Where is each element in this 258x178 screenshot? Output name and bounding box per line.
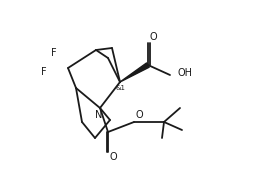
- Text: O: O: [135, 110, 143, 120]
- Polygon shape: [120, 63, 149, 82]
- Text: O: O: [109, 152, 117, 162]
- Text: &1: &1: [116, 85, 126, 91]
- Text: F: F: [51, 48, 57, 58]
- Text: O: O: [149, 32, 157, 42]
- Text: N: N: [95, 110, 103, 120]
- Text: OH: OH: [178, 68, 193, 78]
- Text: F: F: [41, 67, 47, 77]
